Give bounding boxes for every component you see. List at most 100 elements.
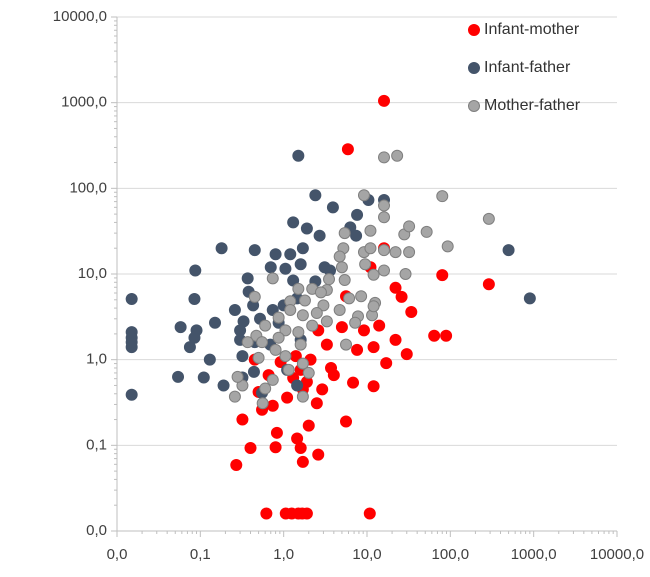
- point: [340, 338, 353, 351]
- point: [266, 272, 279, 285]
- point: [325, 361, 338, 374]
- point: [389, 281, 402, 294]
- point: [523, 292, 536, 305]
- point: [248, 290, 261, 303]
- series: [228, 149, 495, 410]
- point: [300, 507, 313, 520]
- point: [428, 329, 441, 342]
- point: [482, 278, 495, 291]
- point: [264, 261, 277, 274]
- point: [203, 353, 216, 366]
- point: [403, 246, 416, 259]
- point: [266, 373, 279, 386]
- point: [228, 390, 241, 403]
- point: [172, 370, 185, 383]
- x-tick-label: 1000,0: [511, 546, 557, 563]
- point: [209, 316, 222, 329]
- point: [306, 319, 319, 332]
- point: [391, 149, 404, 162]
- point: [373, 319, 386, 332]
- point: [378, 211, 391, 224]
- point: [269, 441, 282, 454]
- point: [389, 246, 402, 259]
- y-tick-label: 10000,0: [53, 8, 107, 25]
- point: [364, 242, 377, 255]
- point: [440, 329, 453, 342]
- point: [364, 224, 377, 237]
- x-tick-label: 10000,0: [590, 546, 644, 563]
- x-tick-label: 10,0: [352, 546, 381, 563]
- point: [316, 383, 329, 396]
- point: [296, 309, 309, 322]
- point: [247, 365, 260, 378]
- point: [335, 261, 348, 274]
- point: [284, 248, 297, 261]
- point: [441, 240, 454, 253]
- point: [309, 189, 322, 202]
- point: [399, 268, 412, 280]
- point: [314, 286, 327, 299]
- point: [279, 350, 292, 363]
- point: [333, 303, 346, 316]
- point: [174, 321, 187, 334]
- point: [359, 258, 372, 271]
- point: [350, 229, 363, 242]
- y-tick-label: 1,0: [86, 351, 107, 368]
- point: [378, 199, 391, 212]
- point: [231, 370, 244, 383]
- point: [395, 290, 408, 303]
- point: [248, 244, 261, 257]
- point: [380, 357, 393, 370]
- point: [363, 507, 376, 520]
- point: [351, 208, 364, 221]
- point: [317, 299, 330, 312]
- point: [256, 336, 269, 349]
- point: [183, 341, 196, 354]
- point: [287, 216, 300, 229]
- legend-label: Mother-father: [484, 97, 581, 114]
- point: [333, 250, 346, 263]
- point: [281, 391, 294, 404]
- point: [236, 350, 249, 363]
- point: [284, 303, 297, 316]
- legend: Infant-mother Infant-father Mother-father: [468, 21, 581, 114]
- point: [302, 419, 315, 432]
- point: [338, 227, 351, 240]
- point: [302, 366, 315, 379]
- point: [389, 333, 402, 346]
- point: [340, 415, 353, 428]
- point: [241, 272, 254, 285]
- point: [279, 262, 292, 275]
- point: [420, 225, 433, 238]
- point: [259, 319, 272, 332]
- legend-label: Infant-father: [484, 59, 571, 76]
- point: [400, 348, 413, 361]
- point: [236, 413, 249, 426]
- point: [335, 321, 348, 334]
- legend-marker: [468, 100, 480, 112]
- point: [326, 201, 339, 214]
- point: [294, 258, 307, 271]
- point: [244, 442, 257, 455]
- point: [294, 442, 307, 455]
- point: [343, 292, 356, 305]
- point: [367, 300, 380, 313]
- point: [197, 371, 210, 384]
- point: [272, 331, 285, 344]
- point: [338, 274, 351, 287]
- point: [405, 306, 418, 319]
- point: [320, 315, 333, 328]
- point: [296, 455, 309, 468]
- point: [294, 338, 307, 351]
- legend-label: Infant-mother: [484, 21, 580, 38]
- point: [367, 380, 380, 393]
- point: [125, 293, 138, 306]
- point: [403, 220, 416, 233]
- point: [259, 382, 272, 395]
- point: [270, 426, 283, 439]
- point: [313, 229, 326, 242]
- y-tick-label: 0,0: [86, 522, 107, 539]
- point: [355, 290, 368, 303]
- point: [347, 376, 360, 389]
